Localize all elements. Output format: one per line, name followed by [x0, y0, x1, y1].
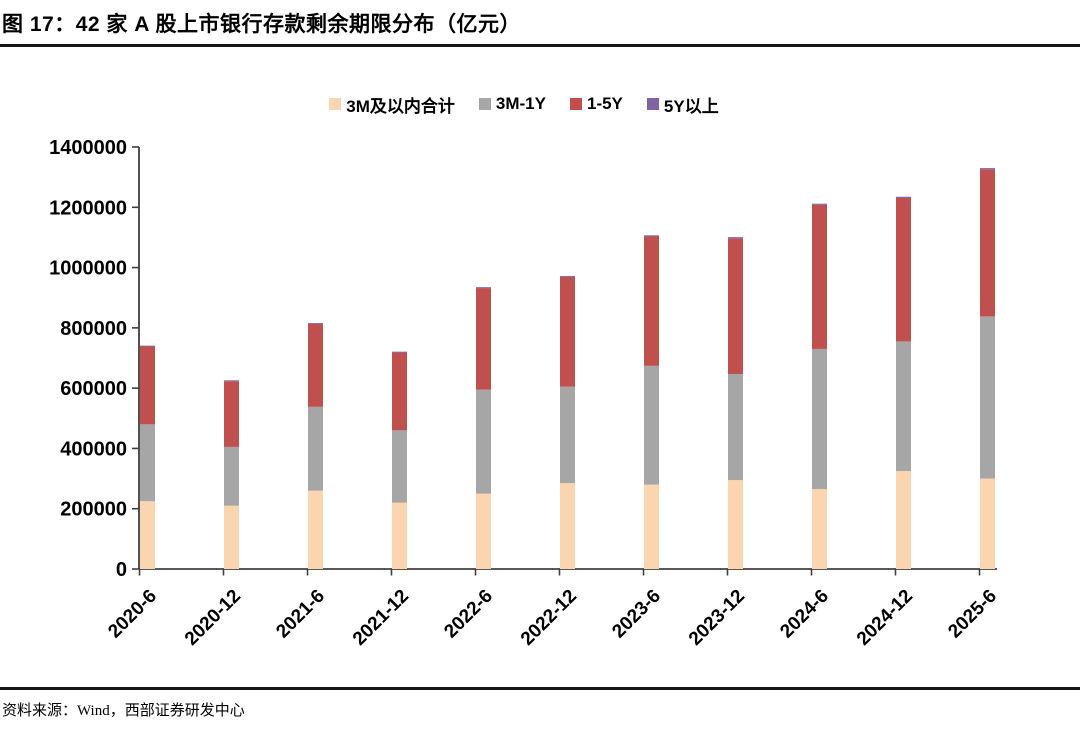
- bar-segment: [392, 430, 407, 503]
- bar-segment: [896, 341, 911, 472]
- bar-segment: [224, 380, 239, 382]
- bar-segment: [812, 204, 827, 349]
- bar-segment: [308, 323, 323, 324]
- x-tick-label: 2021-6: [272, 586, 329, 643]
- bar-segment: [224, 446, 239, 506]
- x-tick-label: 2025-6: [944, 586, 1001, 643]
- bar-segment: [896, 471, 911, 569]
- legend-item: 3M及以内合计: [329, 92, 455, 117]
- bar-segment: [308, 323, 323, 407]
- legend-swatch-icon: [646, 98, 659, 110]
- x-tick-label: 2023-12: [685, 586, 749, 650]
- bar-segment: [140, 346, 155, 425]
- legend-label: 1-5Y: [586, 94, 623, 113]
- bar-segment: [812, 489, 827, 569]
- bar-segment: [896, 197, 911, 342]
- bar-segment: [476, 287, 491, 289]
- y-tick-label: 800000: [60, 318, 127, 340]
- legend-item: 5Y以上: [646, 92, 719, 117]
- y-tick-label: 200000: [60, 499, 127, 521]
- legend-label: 3M及以内合计: [346, 96, 455, 116]
- y-tick-label: 1200000: [49, 197, 127, 219]
- y-tick-label: 400000: [60, 438, 127, 460]
- x-tick-label: 2022-12: [517, 586, 581, 650]
- bar-segment: [644, 484, 659, 569]
- bar-segment: [728, 373, 743, 481]
- x-tick-label: 2020-12: [181, 586, 245, 650]
- bar-segment: [224, 381, 239, 447]
- footer-divider: [0, 687, 1080, 690]
- bar-segment: [644, 365, 659, 485]
- bar-segment: [812, 348, 827, 490]
- source-note: 资料来源：Wind，西部证券研发中心: [2, 703, 245, 719]
- x-tick-label: 2023-6: [608, 586, 665, 643]
- bar-segment: [140, 424, 155, 502]
- bar-segment: [392, 502, 407, 569]
- bar-segment: [392, 352, 407, 431]
- bar-segment: [560, 276, 575, 387]
- legend-swatch-icon: [329, 98, 342, 110]
- legend-item: 1-5Y: [569, 94, 623, 114]
- figure-title: 图 17：42 家 A 股上市银行存款剩余期限分布（亿元）: [2, 13, 521, 36]
- y-tick-label: 1400000: [49, 137, 127, 159]
- bar-segment: [560, 386, 575, 484]
- legend-swatch-icon: [478, 98, 491, 110]
- legend-swatch-icon: [569, 98, 582, 110]
- bar-segment: [476, 493, 491, 569]
- legend-label: 3M-1Y: [495, 94, 546, 113]
- bar-segment: [728, 238, 743, 374]
- bar-segment: [728, 480, 743, 569]
- x-tick-label: 2024-12: [853, 586, 917, 650]
- bar-segment: [224, 505, 239, 569]
- bar-segment: [980, 478, 995, 569]
- y-tick-label: 0: [116, 559, 127, 581]
- bar-segment: [644, 235, 659, 237]
- bar-segment: [476, 288, 491, 390]
- bar-segment: [980, 169, 995, 317]
- bar-segment: [728, 237, 743, 239]
- bar-segment: [392, 351, 407, 353]
- bar-segment: [980, 168, 995, 170]
- bar-segment: [896, 196, 911, 198]
- bar-segment: [644, 236, 659, 366]
- bar-segment: [140, 345, 155, 347]
- bar-segment: [308, 490, 323, 569]
- bar-segment: [560, 483, 575, 569]
- bar-segment: [812, 203, 827, 205]
- x-tick-label: 2021-12: [349, 586, 413, 650]
- y-tick-label: 1000000: [49, 258, 127, 280]
- title-divider: [0, 44, 1080, 47]
- y-tick-label: 600000: [60, 378, 127, 400]
- x-tick-label: 2024-6: [776, 586, 833, 643]
- bar-segment: [140, 501, 155, 569]
- bar-segment: [560, 276, 575, 277]
- legend-item: 3M-1Y: [478, 94, 546, 114]
- x-tick-label: 2022-6: [440, 586, 497, 643]
- bar-segment: [476, 389, 491, 494]
- bar-segment: [308, 406, 323, 491]
- chart-legend: 3M及以内合计 3M-1Y 1-5Y 5Y以上: [0, 92, 1064, 116]
- x-tick-label: 2020-6: [104, 586, 161, 643]
- legend-label: 5Y以上: [663, 96, 719, 116]
- bar-segment: [980, 316, 995, 479]
